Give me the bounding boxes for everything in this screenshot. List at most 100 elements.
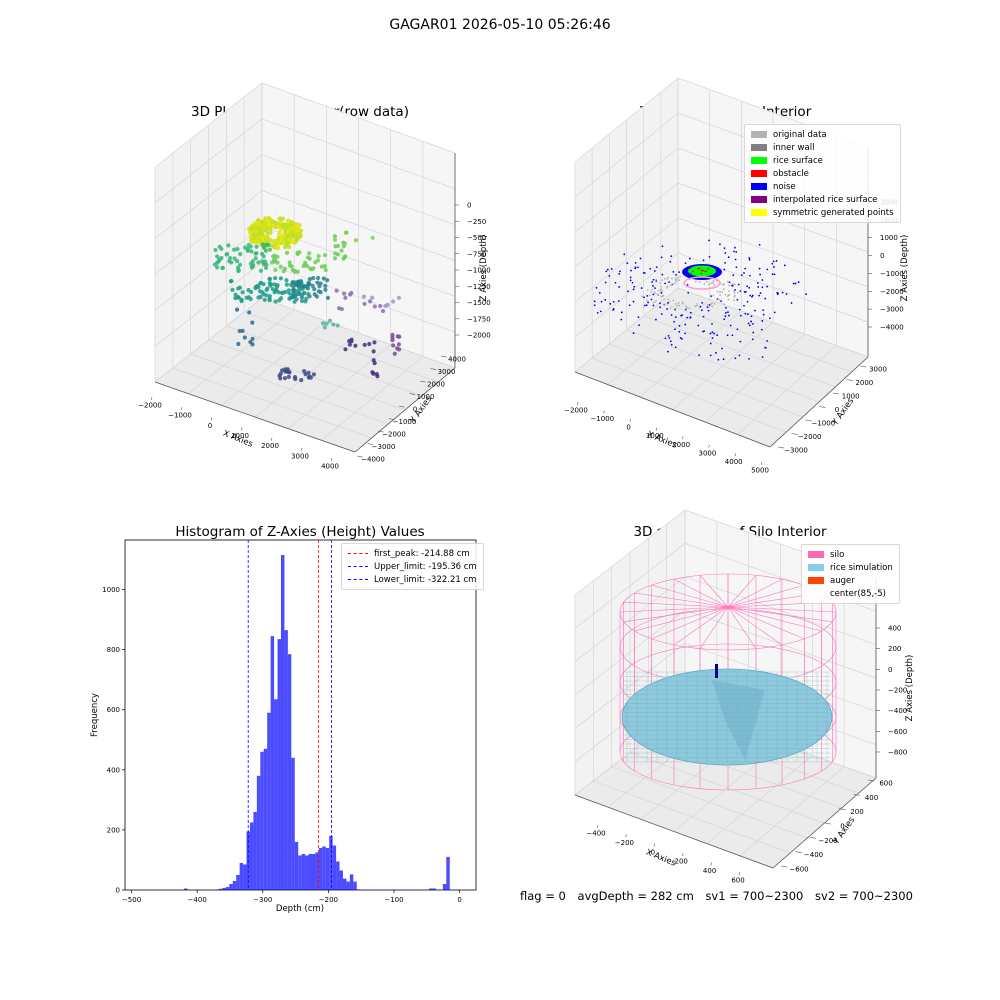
raw-y-tick-label: −1000 <box>393 418 417 426</box>
raw-y-tick-label: 4000 <box>448 356 466 364</box>
cls-y-tick-mark <box>846 379 853 381</box>
sim-y-tick-label: 0 <box>840 823 844 831</box>
raw-axis-edges <box>154 153 456 453</box>
cls-y-tick-label: 0 <box>835 406 839 414</box>
sim-z-tick-label: −800 <box>888 749 907 757</box>
sim-z-tick-label: −400 <box>888 707 907 715</box>
simulation-legend-swatch <box>808 551 824 558</box>
raw-y-tick-label: 1000 <box>417 393 435 401</box>
raw-y-tick-label: −4000 <box>361 456 385 464</box>
classify-legend-swatch <box>751 183 767 190</box>
simulation-legend: silo rice simulation auger center(85,-5) <box>801 544 900 604</box>
raw-y-tick-mark <box>430 368 437 370</box>
raw-y-tick-mark <box>356 455 363 458</box>
sim-z-axis-label: Z Axies (Depth) <box>905 655 915 722</box>
sim-y-tick-label: 200 <box>850 808 863 816</box>
hist-bar <box>291 757 295 890</box>
hist-x-tick-label: −500 <box>122 896 141 904</box>
hist-bar <box>267 712 271 890</box>
sim-x-tick-mark <box>682 853 684 857</box>
avg-depth-text: avgDepth = 282 cm <box>577 889 694 903</box>
hist-bar <box>336 861 340 890</box>
raw-y-tick-mark <box>440 355 447 358</box>
simulation-legend-entry: auger <box>808 574 893 587</box>
hist-bar <box>249 822 254 890</box>
sim-y-tick-mark <box>780 865 788 868</box>
hist-bar <box>222 887 226 890</box>
cls-x-tick-label: 3000 <box>699 449 717 457</box>
classify-legend-label: interpolated rice surface <box>773 194 878 205</box>
raw-y-tick-label: 0 <box>413 406 417 414</box>
hist-bar <box>311 853 316 890</box>
sim-x-tick-mark <box>625 834 627 838</box>
sim-auger-marker <box>715 664 718 678</box>
simulation-legend-entry: center(85,-5) <box>808 587 893 600</box>
sim-y-tick-mark <box>795 851 802 854</box>
figure-title: GAGAR01 2026-05-10 05:26:46 <box>389 17 611 33</box>
hist-bar <box>270 636 275 890</box>
sim-y-tick-label: 600 <box>879 780 892 788</box>
hist-bar <box>218 888 223 890</box>
hist-y-tick-label: 0 <box>116 887 120 895</box>
cls-z-tick-label: −3000 <box>880 306 904 314</box>
classify-legend-entry: inner wall <box>751 141 894 154</box>
classify-legend-label: noise <box>773 181 796 192</box>
cls-y-tick-label: −3000 <box>784 447 808 455</box>
cls-interp-surface <box>683 276 721 290</box>
classify-legend-swatch <box>751 196 767 203</box>
raw-y-tick-mark <box>377 430 384 433</box>
classify-legend-entry: noise <box>751 180 894 193</box>
hist-bar <box>442 883 447 890</box>
hist-bar <box>284 630 288 890</box>
classify-legend-label: rice surface <box>773 155 823 166</box>
cls-y-tick-mark <box>818 406 826 408</box>
simulation-legend-label: auger <box>830 575 855 586</box>
cls-y-tick-label: 2000 <box>855 379 873 387</box>
simulation-legend-swatch <box>808 590 824 597</box>
raw-x-tick-label: 0 <box>208 422 212 430</box>
hist-x-axis-label: Depth (cm) <box>276 904 324 914</box>
raw-z-tick-label: −250 <box>467 218 486 226</box>
sim-x-tick-mark <box>653 843 656 847</box>
sv1-text: sv1 = 700~2300 <box>705 889 804 903</box>
hist-bar <box>315 852 319 890</box>
histogram-legend: first_peak: -214.88 cm Upper_limit: -195.… <box>341 543 484 590</box>
raw-x-tick-label: −2000 <box>138 402 162 410</box>
hist-bar <box>256 775 261 890</box>
cls-x-tick-label: −2000 <box>564 407 588 415</box>
sim-x-tick-label: 0 <box>651 848 655 856</box>
hist-legend-swatch <box>348 566 368 567</box>
classify-legend-label: symmetric generated points <box>773 207 894 218</box>
simulation-legend-swatch <box>808 577 824 584</box>
classify-legend-entry: rice surface <box>751 154 894 167</box>
raw-y-tick-label: −3000 <box>372 443 396 451</box>
hist-bar <box>236 874 240 890</box>
cls-x-tick-mark <box>603 410 605 414</box>
hist-bar <box>353 881 357 890</box>
simulation-legend-entry: rice simulation <box>808 561 893 574</box>
raw-z-tick-label: −750 <box>467 250 486 258</box>
cls-points <box>593 239 808 361</box>
raw-z-tick-label: −2000 <box>467 332 491 340</box>
hist-x-tick-label: −400 <box>188 896 207 904</box>
classify-legend-swatch <box>751 170 767 177</box>
simulation-legend-swatch <box>808 564 824 571</box>
hist-bar <box>429 888 433 890</box>
hist-bar <box>322 846 326 890</box>
cls-x-tick-label: −1000 <box>590 415 614 423</box>
hist-bar <box>239 862 244 890</box>
cls-x-tick-mark <box>761 461 763 465</box>
sim-x-tick-label: 200 <box>675 858 688 866</box>
cls-z-tick-label: 0 <box>880 252 884 260</box>
cls-x-tick-label: 2000 <box>672 441 690 449</box>
sim-z-tick-label: 0 <box>888 666 892 674</box>
hist-bar <box>318 847 323 890</box>
simulation-legend-entry: silo <box>808 548 893 561</box>
cls-y-tick-label: 1000 <box>842 393 860 401</box>
hist-bar <box>446 856 450 890</box>
hist-bar <box>232 880 237 890</box>
hist-bar <box>339 870 343 890</box>
hist-bar <box>287 654 292 890</box>
hist-x-tick-label: −300 <box>253 896 272 904</box>
hist-y-tick-label: 400 <box>107 766 120 774</box>
